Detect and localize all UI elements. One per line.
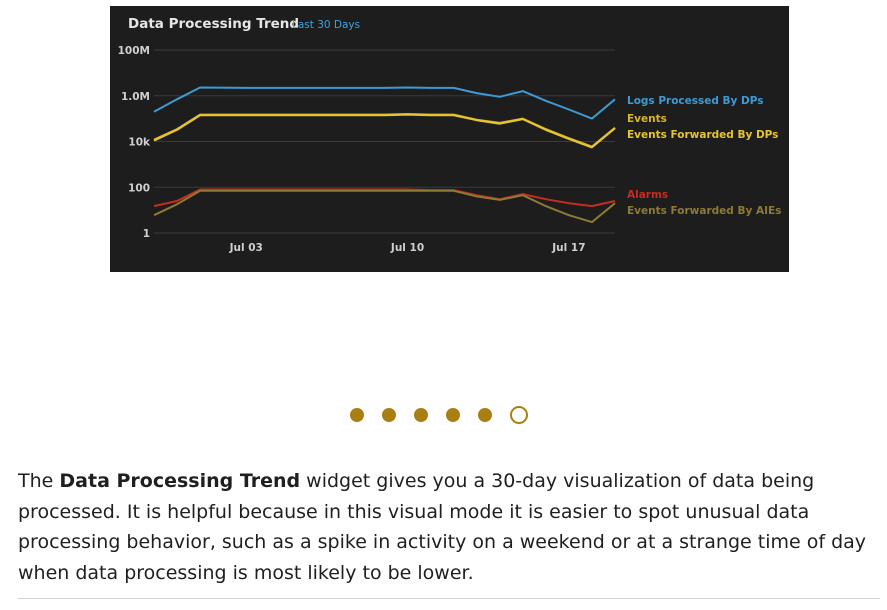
carousel-dot-active[interactable] bbox=[510, 406, 528, 424]
y-tick-label: 10k bbox=[128, 137, 151, 149]
legend-label: Logs Processed By DPs bbox=[627, 95, 764, 107]
series-line bbox=[153, 189, 616, 224]
y-tick-label: 1 bbox=[143, 228, 150, 240]
carousel-dot[interactable] bbox=[446, 408, 460, 422]
carousel-dot[interactable] bbox=[382, 408, 396, 422]
divider bbox=[18, 598, 880, 599]
description-prefix: The bbox=[18, 470, 60, 492]
series-line bbox=[153, 188, 616, 208]
x-tick-label: Jul 03 bbox=[229, 242, 263, 254]
x-tick-label: Jul 10 bbox=[390, 242, 424, 254]
y-tick-label: 100M bbox=[118, 45, 150, 57]
carousel-pagination bbox=[350, 406, 528, 424]
x-tick-label: Jul 17 bbox=[551, 242, 585, 254]
description-body: widget gives you a 30-day visualization … bbox=[18, 470, 867, 584]
legend-label: Events bbox=[627, 113, 667, 125]
series-line bbox=[153, 86, 616, 120]
description-paragraph: The Data Processing Trend widget gives y… bbox=[18, 466, 878, 588]
carousel-dot[interactable] bbox=[350, 408, 364, 422]
series-line bbox=[153, 113, 616, 149]
legend-label: Events Forwarded By AIEs bbox=[627, 205, 781, 217]
data-processing-trend-chart: 100M 1.0M 10k 100 1 Jul 03 Jul 10 Jul 17 Logs Pr… bbox=[118, 45, 782, 254]
chart-subtitle-range[interactable]: Last 30 Days bbox=[292, 19, 361, 31]
carousel-dot[interactable] bbox=[478, 408, 492, 422]
description-widget-name: Data Processing Trend bbox=[59, 470, 301, 492]
chart-panel: 100M 1.0M 10k 100 1 Jul 03 Jul 10 Jul 17 Logs Pr… bbox=[110, 6, 789, 272]
carousel-dot[interactable] bbox=[414, 408, 428, 422]
legend-label: Events Forwarded By DPs bbox=[627, 129, 778, 141]
legend-label: Alarms bbox=[627, 189, 668, 201]
chart-title: Data Processing Trend bbox=[128, 16, 300, 32]
y-tick-label: 1.0M bbox=[121, 91, 150, 103]
y-tick-label: 100 bbox=[128, 182, 150, 194]
